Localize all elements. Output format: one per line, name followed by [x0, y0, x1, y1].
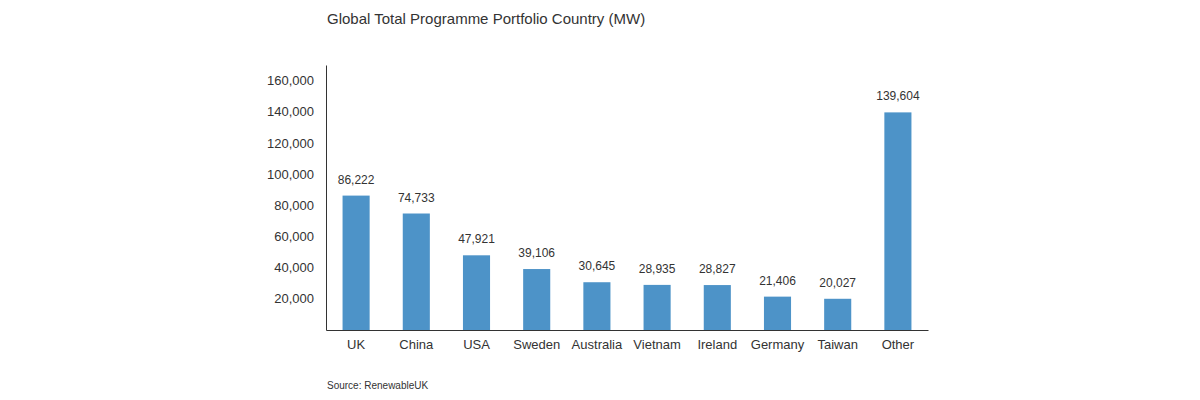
- y-tick: 100,000: [267, 167, 326, 182]
- data-label: 30,645: [579, 259, 616, 273]
- data-label: 39,106: [518, 246, 555, 260]
- x-tick-label: Ireland: [697, 337, 737, 352]
- data-label: 28,827: [699, 262, 736, 276]
- data-label: 139,604: [876, 89, 920, 103]
- data-labels: 86,222 74,733 47,921 39,106 30,645 28,935 28,8…: [338, 89, 920, 289]
- x-tick-label: Other: [882, 337, 915, 352]
- x-tick-label: USA: [463, 337, 490, 352]
- x-tick: China: [399, 330, 434, 352]
- x-tick: Ireland: [697, 330, 737, 352]
- y-tick: 160,000: [267, 73, 326, 88]
- x-tick-label: Germany: [751, 337, 805, 352]
- y-tick-label: 100,000: [267, 167, 314, 182]
- x-tick-label: Taiwan: [817, 337, 857, 352]
- x-tick: Vietnam: [633, 330, 680, 352]
- source: Source: RenewableUK: [327, 380, 428, 391]
- y-tick: 20,000: [274, 291, 326, 306]
- x-tick: USA: [463, 330, 490, 352]
- y-tick: 80,000: [274, 198, 326, 213]
- data-label: 86,222: [338, 173, 375, 187]
- y-tick-label: 160,000: [267, 73, 314, 88]
- bar: [824, 299, 851, 330]
- y-tick-label: 40,000: [274, 260, 314, 275]
- x-axis-line: [327, 330, 929, 331]
- y-tick: 140,000: [267, 104, 326, 119]
- y-tick: 40,000: [274, 260, 326, 275]
- bar: [343, 196, 370, 330]
- y-tick: 120,000: [267, 136, 326, 151]
- x-axis: UK China USA Sweden Australia Vietnam Ireland G…: [327, 330, 929, 352]
- x-tick-label: China: [399, 337, 434, 352]
- y-tick-label: 140,000: [267, 104, 314, 119]
- data-label: 20,027: [819, 276, 856, 290]
- y-tick-label: 60,000: [274, 229, 314, 244]
- bar: [644, 285, 671, 330]
- y-axis-line: [326, 66, 327, 331]
- bars: [343, 112, 912, 330]
- x-tick: Other: [882, 330, 915, 352]
- y-tick-label: 120,000: [267, 136, 314, 151]
- data-label: 47,921: [458, 232, 495, 246]
- data-label: 21,406: [759, 274, 796, 288]
- x-tick-label: UK: [347, 337, 365, 352]
- x-tick: Germany: [751, 330, 805, 352]
- data-label: 28,935: [639, 262, 676, 276]
- title: Global Total Programme Portfolio Country…: [327, 10, 645, 27]
- x-tick-label: Vietnam: [633, 337, 680, 352]
- x-tick: UK: [347, 330, 365, 352]
- data-label: 74,733: [398, 191, 435, 205]
- x-tick: Taiwan: [817, 330, 857, 352]
- x-tick: Sweden: [513, 330, 560, 352]
- y-axis: 20,000 40,000 60,000 80,000 100,000 120,000 14…: [267, 66, 327, 331]
- x-tick-label: Australia: [572, 337, 623, 352]
- x-tick: Australia: [572, 330, 623, 352]
- chart: Global Total Programme Portfolio Country…: [0, 0, 1200, 400]
- bar: [523, 269, 550, 330]
- bar: [704, 285, 731, 330]
- bar: [884, 112, 911, 330]
- bar: [463, 255, 490, 330]
- y-tick-label: 20,000: [274, 291, 314, 306]
- bar: [583, 282, 610, 330]
- x-tick-label: Sweden: [513, 337, 560, 352]
- bar: [403, 214, 430, 330]
- y-tick: 60,000: [274, 229, 326, 244]
- bar: [764, 297, 791, 330]
- y-tick-label: 80,000: [274, 198, 314, 213]
